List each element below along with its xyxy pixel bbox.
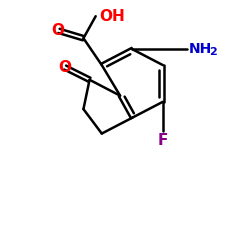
- Text: OH: OH: [99, 9, 125, 24]
- Text: 2: 2: [209, 47, 217, 57]
- Text: NH: NH: [188, 42, 212, 56]
- Text: O: O: [58, 60, 71, 75]
- Text: F: F: [158, 133, 168, 148]
- Text: O: O: [51, 24, 64, 38]
